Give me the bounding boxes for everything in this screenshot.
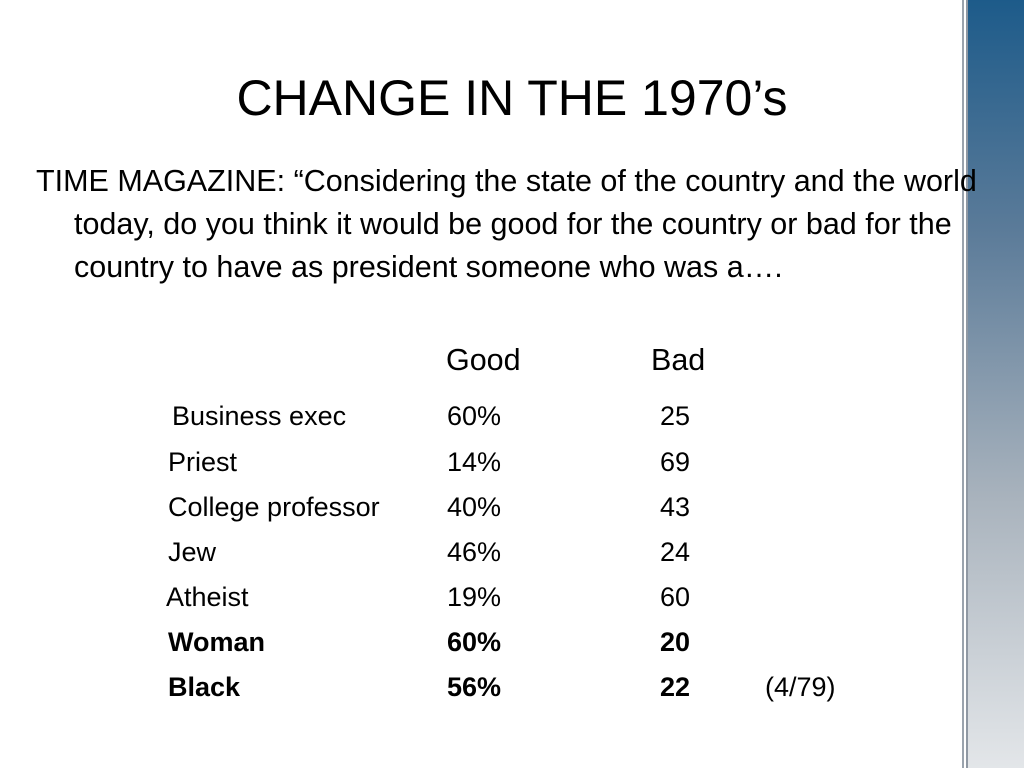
row-label: College professor xyxy=(168,492,380,522)
row-label: Woman xyxy=(168,627,266,657)
table-row: Business exec 60% 25 xyxy=(0,396,1024,436)
table-row: Priest 14% 69 xyxy=(0,442,1024,482)
row-good-value: 60% xyxy=(447,401,502,431)
sidebar-divider-line xyxy=(962,0,964,768)
row-good-value: 19% xyxy=(447,582,502,612)
row-label: Black xyxy=(168,672,241,702)
poll-question: TIME MAGAZINE: “Considering the state of… xyxy=(36,164,977,284)
row-good-value: 60% xyxy=(447,627,502,657)
row-bad-value: 69 xyxy=(660,447,691,477)
poll-date-note: (4/79) xyxy=(765,672,836,702)
row-bad-value: 22 xyxy=(660,672,691,702)
row-bad-value: 24 xyxy=(660,537,691,567)
row-label: Priest xyxy=(168,447,238,477)
table-row: Woman 60% 20 xyxy=(0,622,1024,662)
sidebar-divider-gap xyxy=(964,0,966,768)
sidebar-divider-line-inner xyxy=(966,0,968,768)
row-bad-value: 60 xyxy=(660,582,691,612)
row-bad-value: 43 xyxy=(660,492,691,522)
row-label: Jew xyxy=(168,537,217,567)
slide-title: CHANGE IN THE 1970’s xyxy=(236,70,788,126)
row-good-value: 40% xyxy=(447,492,502,522)
row-label: Atheist xyxy=(166,582,249,612)
row-good-value: 46% xyxy=(447,537,502,567)
row-label: Business exec xyxy=(172,401,347,431)
row-good-value: 14% xyxy=(447,447,502,477)
column-header-bad: Bad xyxy=(651,343,706,377)
row-bad-value: 25 xyxy=(660,401,691,431)
row-bad-value: 20 xyxy=(660,627,691,657)
table-row: Atheist 19% 60 xyxy=(0,577,1024,617)
decorative-sidebar xyxy=(962,0,1024,768)
column-header-good: Good xyxy=(446,343,521,377)
row-good-value: 56% xyxy=(447,672,502,702)
sidebar-gradient-panel xyxy=(968,0,1024,768)
table-row: College professor 40% 43 xyxy=(0,487,1024,527)
table-row: Black 56% 22 (4/79) xyxy=(0,667,1024,707)
table-row: Jew 46% 24 xyxy=(0,532,1024,572)
